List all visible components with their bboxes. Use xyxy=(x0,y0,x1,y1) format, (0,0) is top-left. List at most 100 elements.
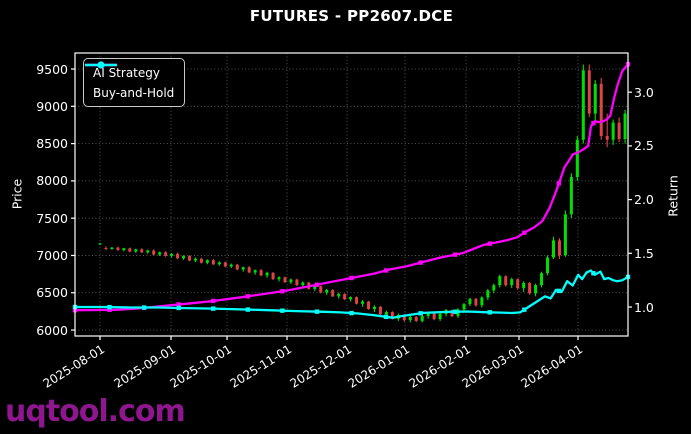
series-marker xyxy=(452,309,458,314)
candle-body xyxy=(438,313,442,320)
return-tick-label: 3.0 xyxy=(634,84,654,100)
candle-body xyxy=(432,313,436,320)
candle-body xyxy=(259,270,263,276)
candle-body xyxy=(217,262,221,265)
candle-body xyxy=(384,311,388,315)
candle-body xyxy=(349,297,353,300)
legend-label: Buy-and-Hold xyxy=(93,85,175,100)
candle-body xyxy=(546,257,550,274)
candle-body xyxy=(575,139,579,178)
candle-body xyxy=(569,177,573,215)
candle-body xyxy=(408,316,412,321)
candle-body xyxy=(283,277,287,283)
candle-body xyxy=(617,122,621,139)
candle-body xyxy=(372,306,376,310)
candle-body xyxy=(593,83,597,114)
price-tick-label: 9500 xyxy=(36,61,68,77)
legend: AI Strategy Buy-and-Hold xyxy=(83,58,186,107)
series-marker xyxy=(211,306,216,311)
candle-body xyxy=(355,297,359,304)
series-marker xyxy=(556,181,562,186)
candle-body xyxy=(176,253,180,259)
candle-body xyxy=(164,252,168,256)
candle-body xyxy=(134,249,138,252)
series-marker xyxy=(314,309,320,314)
series-marker xyxy=(280,308,285,313)
candle-body xyxy=(319,286,323,293)
candle-body xyxy=(563,214,567,256)
candle-body xyxy=(146,250,150,253)
series-marker xyxy=(522,307,527,312)
series-marker xyxy=(107,304,112,310)
candle-body xyxy=(528,282,532,294)
series-marker xyxy=(107,307,112,313)
candle-body xyxy=(140,249,144,253)
candle-body xyxy=(534,285,538,294)
candle-body xyxy=(426,313,430,317)
chart-title: FUTURES - PP2607.DCE xyxy=(249,7,454,25)
candle-body xyxy=(205,260,209,263)
series-marker xyxy=(591,120,596,126)
candle-body xyxy=(331,289,335,297)
candle-body xyxy=(402,314,406,321)
price-tick-label: 6500 xyxy=(36,285,68,301)
candle-body xyxy=(474,298,478,306)
candle-body xyxy=(158,252,162,255)
series-marker xyxy=(176,305,181,311)
candle-body xyxy=(152,250,156,255)
return-tick-label: 1.0 xyxy=(634,299,654,315)
candle-body xyxy=(468,298,472,305)
candle-body xyxy=(540,273,544,286)
candle-body xyxy=(325,289,329,293)
candle-body xyxy=(420,316,424,321)
candle-body xyxy=(390,311,394,319)
legend-label: AI Strategy xyxy=(93,65,160,80)
series-marker xyxy=(141,305,147,310)
candle-body xyxy=(193,258,197,261)
candle-body xyxy=(289,279,293,283)
candle-body xyxy=(450,310,454,317)
candle-body xyxy=(486,290,490,298)
legend-item: Buy-and-Hold xyxy=(85,61,175,101)
candle-body xyxy=(265,272,269,276)
candle-body xyxy=(581,70,585,140)
candle-body xyxy=(462,304,466,310)
candle-body xyxy=(295,279,299,286)
price-tick-label: 8500 xyxy=(36,136,68,152)
candle-body xyxy=(557,240,561,256)
candle-body xyxy=(337,294,341,297)
series-marker xyxy=(487,241,492,246)
candle-body xyxy=(623,113,627,139)
series-marker xyxy=(418,260,423,265)
candle-body xyxy=(522,282,526,289)
candle-body xyxy=(313,286,317,289)
series-marker xyxy=(556,288,562,294)
return-tick-label: 2.0 xyxy=(634,192,654,208)
series-marker xyxy=(245,294,251,299)
series-marker xyxy=(245,307,251,312)
candle-body xyxy=(122,248,126,251)
price-tick-label: 8000 xyxy=(36,173,68,189)
candle-body xyxy=(301,282,305,286)
candle-body xyxy=(182,256,186,259)
plot-frame xyxy=(74,52,629,337)
candle-body xyxy=(361,301,365,304)
candle-body xyxy=(199,258,203,263)
candle-body xyxy=(510,279,514,286)
candle-body xyxy=(211,260,215,265)
series-marker xyxy=(487,310,492,315)
candle-body xyxy=(241,267,245,270)
series-marker xyxy=(383,314,389,320)
candle-body xyxy=(271,272,275,280)
price-tick-label: 6000 xyxy=(36,322,68,338)
series-marker xyxy=(211,298,216,304)
candle-body xyxy=(516,279,520,289)
candle-body xyxy=(605,135,609,140)
series-marker xyxy=(452,252,458,257)
candle-body xyxy=(378,306,382,315)
series-marker xyxy=(176,302,181,307)
candle-body xyxy=(611,122,615,140)
price-tick-label: 7500 xyxy=(36,210,68,226)
candle-body xyxy=(247,267,251,273)
